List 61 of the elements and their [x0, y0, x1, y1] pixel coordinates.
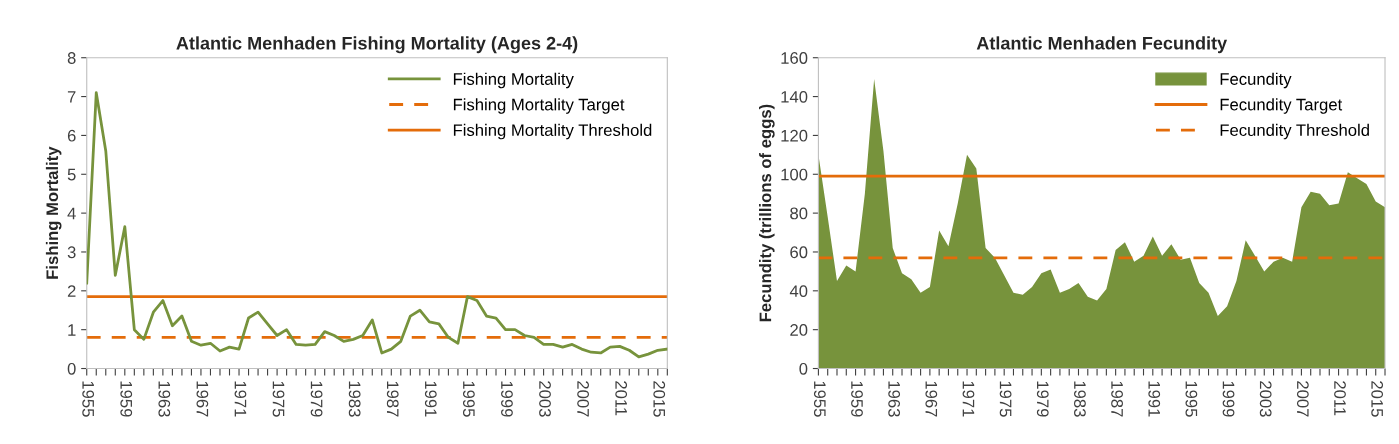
y-tick-label: 20 — [790, 324, 808, 336]
x-tick-label: 1983 — [348, 381, 361, 417]
x-tick-label: 1999 — [501, 381, 513, 417]
x-tick-label: 1959 — [120, 381, 133, 417]
x-tick-label: 1999 — [1222, 381, 1235, 417]
x-tick-label: 2003 — [1259, 381, 1272, 417]
y-tick-label: 4 — [67, 207, 76, 220]
x-tick-label: 1967 — [925, 381, 938, 417]
x-tick-label: 2007 — [1296, 381, 1309, 417]
x-tick-label: 2011 — [1334, 381, 1346, 416]
x-tick-label: 1975 — [272, 381, 285, 417]
x-tick-label: 2015 — [1371, 381, 1384, 417]
legend-label: Fecundity — [1220, 72, 1292, 89]
y-tick-label: 6 — [67, 129, 76, 142]
x-tick-label: 1995 — [462, 381, 475, 417]
y-tick-label: 160 — [781, 52, 808, 64]
x-tick-label: 1979 — [310, 381, 323, 417]
x-tick-label: 2015 — [653, 381, 666, 417]
x-tick-label: 1995 — [1185, 381, 1198, 417]
y-tick-label: 1 — [68, 324, 76, 336]
x-tick-label: 1955 — [813, 381, 826, 417]
legend-label: Fecundity Target — [1220, 98, 1343, 114]
x-tick-label: 1959 — [851, 381, 863, 417]
x-tick-label: 1987 — [1111, 381, 1123, 417]
line-series — [86, 91, 668, 359]
x-tick-label: 1979 — [1036, 381, 1049, 417]
x-tick-label: 1975 — [999, 381, 1012, 417]
y-tick-label: 120 — [781, 129, 808, 142]
y-tick-label: 8 — [67, 52, 76, 64]
y-tick-label: 40 — [789, 285, 808, 298]
y-tick-label: 0 — [67, 362, 76, 375]
y-tick-label: 100 — [781, 168, 808, 181]
y-tick-label: 2 — [67, 285, 76, 297]
y-tick-label: 3 — [67, 246, 76, 259]
y-tick-label: 0 — [799, 362, 808, 375]
legend-label: Fishing Mortality — [453, 72, 574, 89]
y-tick-label: 7 — [67, 91, 76, 103]
y-axis-title: Fishing Mortality — [45, 146, 62, 279]
legend-label: Fishing Mortality Threshold — [453, 123, 652, 140]
x-tick-label: 1955 — [82, 381, 95, 417]
y-axis-title: Fecundity (trillions of eggs) — [759, 104, 775, 322]
x-tick-label: 1963 — [158, 381, 171, 417]
x-tick-label: 1991 — [1148, 381, 1161, 417]
x-tick-label: 1991 — [424, 381, 437, 417]
chart-title: Atlantic Menhaden Fishing Mortality (Ages 2-4) — [176, 36, 578, 54]
x-tick-label: 2011 — [615, 381, 628, 416]
x-tick-label: 1987 — [386, 381, 399, 417]
x-tick-label: 1983 — [1074, 381, 1086, 417]
legend-label: Fishing Mortality Target — [453, 98, 625, 114]
x-tick-label: 1967 — [196, 381, 209, 417]
y-tick-label: 5 — [67, 168, 76, 181]
x-tick-label: 2003 — [539, 381, 551, 417]
x-tick-label: 1971 — [962, 381, 975, 417]
legend-label: Fecundity Threshold — [1220, 123, 1369, 140]
x-tick-label: 1963 — [888, 381, 901, 417]
y-tick-label: 60 — [790, 246, 808, 259]
y-tick-label: 140 — [781, 90, 808, 103]
x-tick-label: 1971 — [234, 381, 247, 417]
x-tick-label: 2007 — [577, 381, 589, 417]
chart-title: Atlantic Menhaden Fecundity — [976, 36, 1228, 54]
y-tick-label: 80 — [790, 207, 808, 220]
